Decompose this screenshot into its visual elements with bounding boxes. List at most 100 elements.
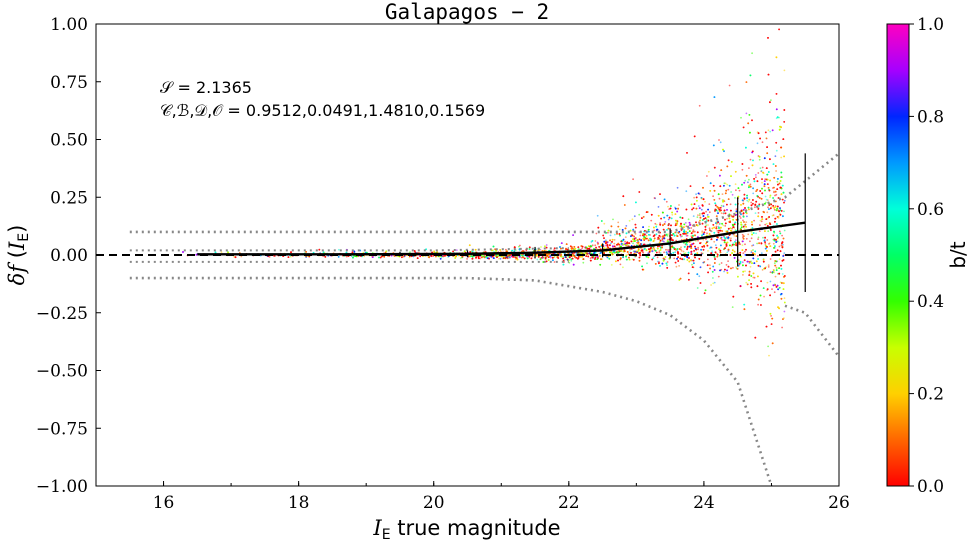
scatter-point — [667, 238, 669, 241]
scatter-point — [622, 266, 624, 269]
scatter-point — [594, 244, 597, 247]
scatter-point — [520, 256, 523, 259]
scatter-point — [764, 243, 767, 245]
scatter-point — [705, 218, 708, 221]
scatter-point — [765, 222, 768, 225]
scatter-point — [747, 181, 749, 184]
scatter-point — [732, 242, 735, 245]
scatter-point — [741, 244, 744, 247]
scatter-point — [747, 200, 750, 203]
scatter-point — [553, 261, 556, 263]
scatter-point — [724, 225, 727, 227]
scatter-point — [679, 252, 682, 255]
scatter-point — [765, 137, 768, 140]
scatter-point — [783, 199, 786, 202]
scatter-point — [750, 251, 753, 254]
scatter-point — [739, 217, 742, 219]
scatter-point — [741, 233, 744, 236]
scatter-point — [706, 214, 709, 216]
scatter-point — [721, 193, 724, 196]
scatter-point — [761, 166, 764, 169]
scatter-point — [769, 130, 772, 133]
scatter-point — [531, 255, 534, 258]
scatter-point — [667, 249, 669, 251]
scatter-point — [678, 204, 680, 206]
scatter-point — [714, 244, 717, 247]
scatter-point — [618, 228, 621, 231]
scatter-point — [774, 275, 777, 278]
scatter-point — [719, 222, 721, 225]
scatter-point — [781, 234, 783, 237]
scatter-point — [682, 250, 685, 253]
scatter-point — [751, 244, 753, 247]
scatter-point — [693, 230, 696, 233]
scatter-point — [750, 231, 753, 233]
scatter-point — [700, 208, 703, 211]
scatter-point — [722, 239, 725, 242]
scatter-point — [783, 297, 786, 300]
scatter-point — [757, 212, 760, 214]
scatter-point — [613, 239, 616, 241]
scatter-point — [764, 178, 767, 181]
scatter-point — [754, 174, 757, 176]
scatter-point — [666, 264, 668, 267]
scatter-point — [775, 149, 778, 152]
scatter-point — [493, 250, 495, 253]
scatter-point — [610, 264, 613, 266]
scatter-point — [781, 326, 783, 329]
scatter-point — [735, 211, 737, 214]
scatter-point — [684, 222, 687, 224]
scatter-point — [648, 225, 650, 228]
scatter-point — [772, 242, 775, 245]
scatter-point — [741, 261, 744, 264]
scatter-point — [731, 227, 733, 230]
scatter-point — [656, 256, 659, 259]
scatter-point — [756, 242, 758, 245]
scatter-point — [605, 239, 607, 242]
scatter-point — [713, 240, 716, 243]
scatter-point — [769, 258, 772, 260]
scatter-point — [781, 273, 784, 275]
scatter-point — [545, 244, 548, 246]
scatter-point — [767, 264, 770, 266]
scatter-point — [654, 222, 657, 225]
scatter-point — [777, 272, 779, 275]
scatter-point — [676, 186, 679, 189]
scatter-point — [610, 242, 612, 245]
scatter-point — [617, 221, 620, 224]
scatter-point — [758, 230, 761, 233]
scatter-point — [758, 158, 761, 161]
scatter-point — [607, 231, 609, 234]
scatter-point — [705, 238, 707, 241]
scatter-point — [720, 204, 723, 207]
scatter-point — [701, 231, 704, 234]
scatter-point — [771, 288, 773, 290]
scatter-point — [706, 232, 708, 235]
scatter-point — [603, 222, 606, 225]
scatter-point — [671, 213, 674, 216]
scatter-point — [768, 243, 770, 245]
scatter-point — [698, 214, 701, 217]
scatter-point — [778, 230, 781, 233]
scatter-point — [734, 183, 737, 186]
scatter-point — [632, 178, 634, 181]
scatter-point — [553, 256, 556, 259]
scatter-point — [756, 254, 759, 257]
scatter-point — [730, 215, 733, 218]
scatter-point — [780, 156, 783, 159]
scatter-point — [570, 259, 573, 262]
scatter-point — [759, 219, 762, 222]
scatter-point — [778, 258, 781, 260]
scatter-point — [545, 249, 548, 252]
scatter-point — [663, 251, 665, 254]
scatter-point — [220, 251, 223, 254]
scatter-point — [783, 210, 785, 213]
scatter-point — [778, 245, 781, 248]
scatter-point — [761, 181, 763, 184]
scatter-point — [631, 218, 634, 221]
scatter-point — [695, 193, 697, 196]
scatter-point — [767, 129, 770, 132]
scatter-point — [674, 251, 677, 254]
scatter-point — [762, 236, 764, 239]
scatter-point — [664, 221, 667, 223]
